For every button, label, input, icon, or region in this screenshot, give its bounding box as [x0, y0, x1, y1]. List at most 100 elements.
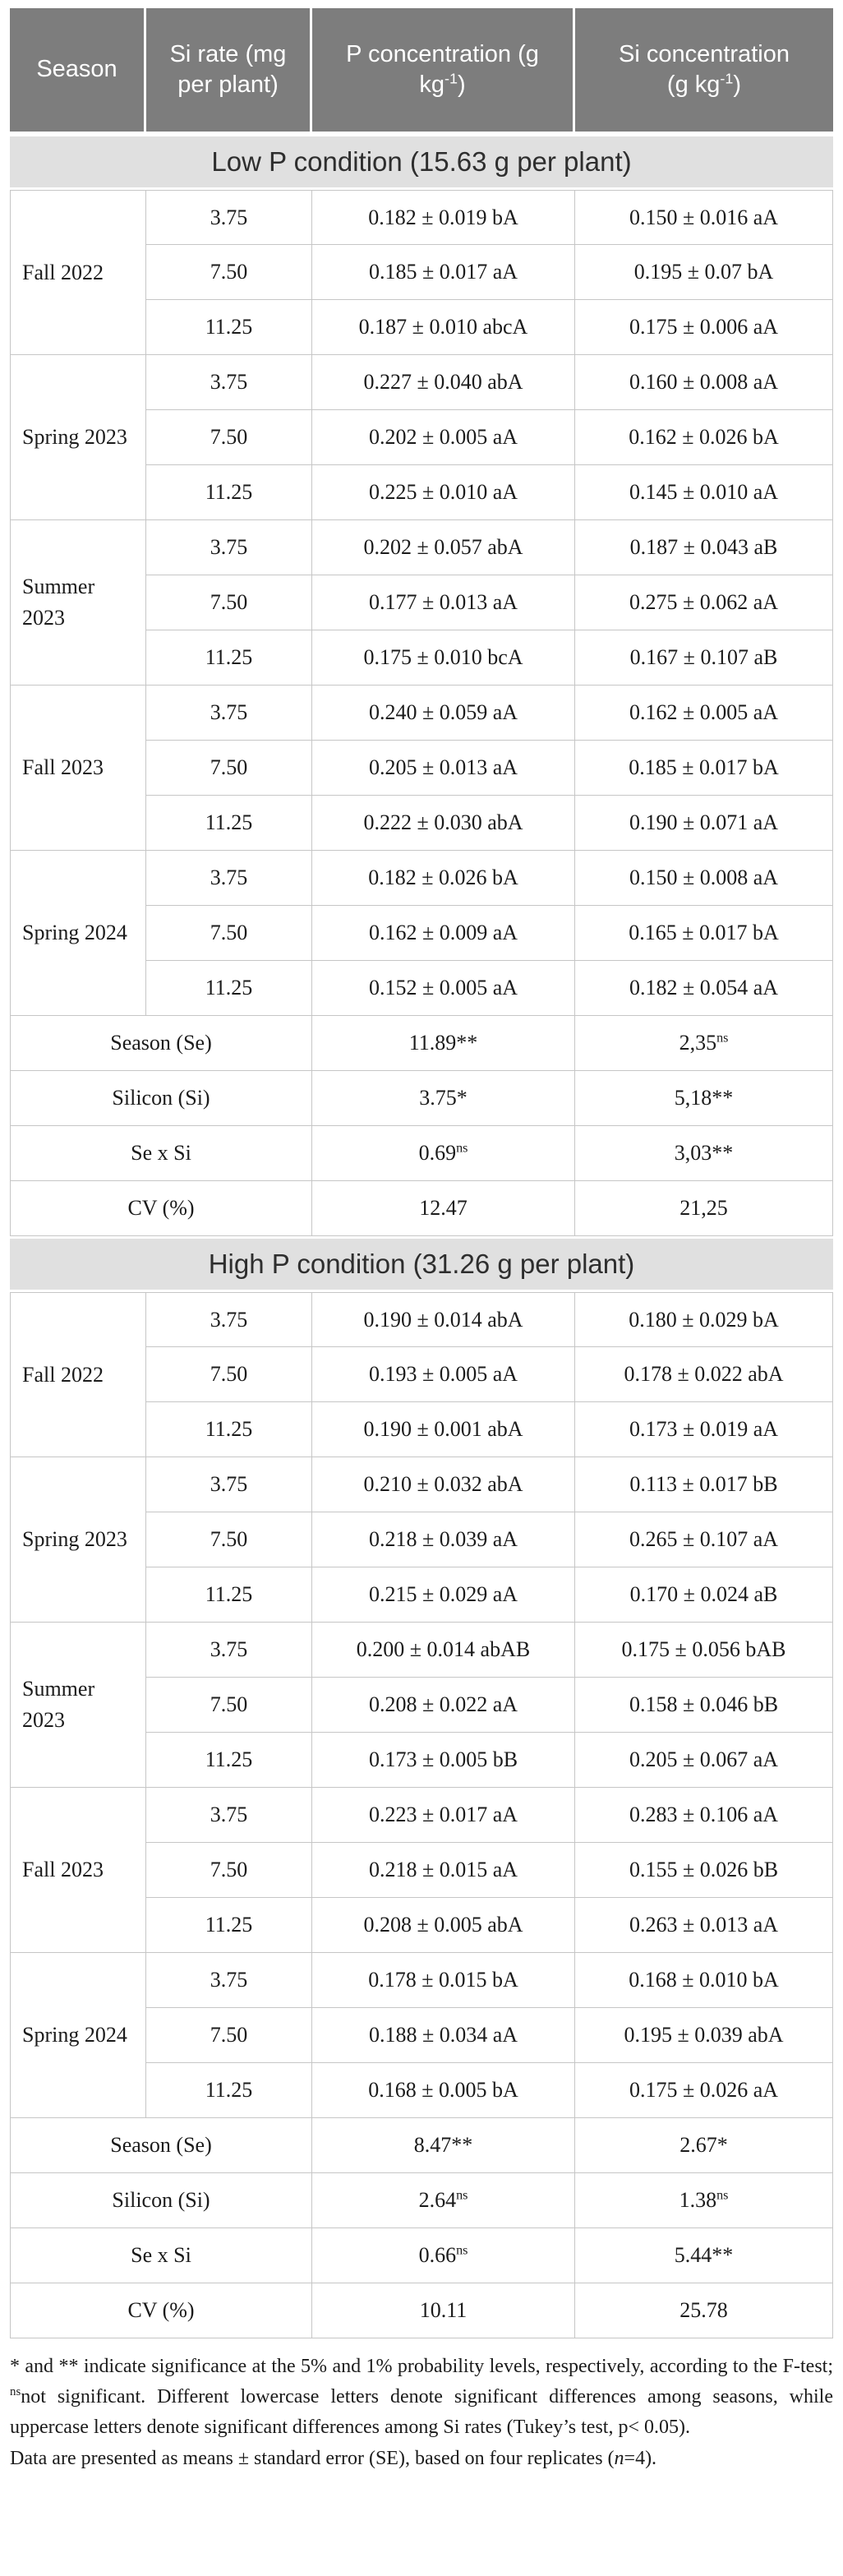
- stat-label-cell: Se x Si: [10, 1126, 312, 1181]
- col-header-season-label: Season: [36, 56, 117, 83]
- ns-superscript: ns: [716, 2188, 729, 2203]
- si-rate-cell: 3.75: [146, 1292, 312, 1347]
- ns-superscript: ns: [716, 1031, 729, 1046]
- season-cell: Spring 2023: [10, 1457, 146, 1623]
- si-rate-cell: 7.50: [146, 575, 312, 630]
- stat-label-cell: CV (%): [10, 2283, 312, 2338]
- si-rate-cell: 7.50: [146, 2008, 312, 2063]
- table-row: 11.25 0.208 ± 0.005 abA 0.263 ± 0.013 aA: [10, 1898, 833, 1953]
- table-row: 7.50 0.218 ± 0.015 aA 0.155 ± 0.026 bB: [10, 1843, 833, 1898]
- stat-p-cell: 0.66ns: [312, 2228, 575, 2283]
- si-rate-cell: 7.50: [146, 741, 312, 796]
- p-value-cell: 0.240 ± 0.059 aA: [312, 686, 575, 741]
- table-row: 11.25 0.225 ± 0.010 aA 0.145 ± 0.010 aA: [10, 465, 833, 520]
- stat-label-cell: Silicon (Si): [10, 2173, 312, 2228]
- col-header-p-concentration: P concentration (g kg-1): [312, 8, 575, 134]
- si-value-cell: 0.175 ± 0.056 bAB: [575, 1623, 833, 1678]
- si-value-cell: 0.160 ± 0.008 aA: [575, 355, 833, 410]
- stat-row: Se x Si 0.69ns 3,03**: [10, 1126, 833, 1181]
- si-value-cell: 0.185 ± 0.017 bA: [575, 741, 833, 796]
- si-value-cell: 0.263 ± 0.013 aA: [575, 1898, 833, 1953]
- si-value-cell: 0.162 ± 0.005 aA: [575, 686, 833, 741]
- p-value-cell: 0.225 ± 0.010 aA: [312, 465, 575, 520]
- season-cell: Fall 2022: [10, 1292, 146, 1457]
- p-value-cell: 0.185 ± 0.017 aA: [312, 245, 575, 300]
- season-cell: Spring 2023: [10, 355, 146, 520]
- footnote-data-note: Data are presented as means ± standard e…: [10, 2447, 657, 2469]
- si-value-cell: 0.150 ± 0.008 aA: [575, 851, 833, 906]
- si-value-cell: 0.182 ± 0.054 aA: [575, 961, 833, 1016]
- si-rate-cell: 3.75: [146, 1788, 312, 1843]
- superscript: -1: [720, 70, 734, 87]
- p-value-cell: 0.218 ± 0.015 aA: [312, 1843, 575, 1898]
- season-cell: Fall 2022: [10, 190, 146, 355]
- si-rate-cell: 7.50: [146, 245, 312, 300]
- stat-label-cell: Season (Se): [10, 2118, 312, 2173]
- p-value-cell: 0.200 ± 0.014 abAB: [312, 1623, 575, 1678]
- ns-superscript: ns: [456, 1141, 468, 1156]
- stat-label-cell: CV (%): [10, 1181, 312, 1236]
- p-value-cell: 0.202 ± 0.005 aA: [312, 410, 575, 465]
- si-rate-cell: 7.50: [146, 1678, 312, 1733]
- p-value-cell: 0.215 ± 0.029 aA: [312, 1567, 575, 1623]
- table-row: 11.25 0.152 ± 0.005 aA 0.182 ± 0.054 aA: [10, 961, 833, 1016]
- si-value-cell: 0.165 ± 0.017 bA: [575, 906, 833, 961]
- si-value-cell: 0.162 ± 0.026 bA: [575, 410, 833, 465]
- table-row: Fall 2023 3.75 0.223 ± 0.017 aA 0.283 ± 0.1…: [10, 1788, 833, 1953]
- stat-si-cell: 5.44**: [575, 2228, 833, 2283]
- p-value-cell: 0.205 ± 0.013 aA: [312, 741, 575, 796]
- table-row: 11.25 0.215 ± 0.029 aA 0.170 ± 0.024 aB: [10, 1567, 833, 1623]
- stat-row: CV (%) 10.11 25.78: [10, 2283, 833, 2338]
- si-value-cell: 0.190 ± 0.071 aA: [575, 796, 833, 851]
- season-cell: Summer 2023: [10, 520, 146, 686]
- season-cell: Spring 2024: [10, 1953, 146, 2118]
- p-value-cell: 0.208 ± 0.022 aA: [312, 1678, 575, 1733]
- table-row: Fall 2022 3.75 0.182 ± 0.019 bA 0.150 ± 0.0…: [10, 190, 833, 355]
- p-value-cell: 0.223 ± 0.017 aA: [312, 1788, 575, 1843]
- section-band-row: High P condition (31.26 g per plant): [10, 1236, 833, 1292]
- season-cell: Spring 2024: [10, 851, 146, 1016]
- si-rate-cell: 11.25: [146, 300, 312, 355]
- stat-row: Season (Se) 11.89** 2,35ns: [10, 1016, 833, 1071]
- p-value-cell: 0.152 ± 0.005 aA: [312, 961, 575, 1016]
- col-header-p-concentration-label: P concentration (g kg-1): [346, 40, 539, 99]
- table-row: Fall 2023 3.75 0.240 ± 0.059 aA 0.162 ± 0.0…: [10, 686, 833, 851]
- section-title: Low P condition (15.63 g per plant): [10, 134, 833, 190]
- stat-si-cell: 2,35ns: [575, 1016, 833, 1071]
- table-row: Spring 2023 3.75 0.227 ± 0.040 abA 0.160 ± …: [10, 355, 833, 520]
- section-band-row: Low P condition (15.63 g per plant): [10, 134, 833, 190]
- p-value-cell: 0.218 ± 0.039 aA: [312, 1512, 575, 1567]
- header-row: Season Si rate (mg per plant) P concentr…: [10, 8, 833, 134]
- col-header-season: Season: [10, 8, 146, 134]
- p-value-cell: 0.178 ± 0.015 bA: [312, 1953, 575, 2008]
- col-header-si-rate-label: Si rate (mg per plant): [169, 40, 287, 98]
- p-value-cell: 0.173 ± 0.005 bB: [312, 1733, 575, 1788]
- col-header-si-concentration: Si concentration (g kg-1): [575, 8, 833, 134]
- table-row: 11.25 0.222 ± 0.030 abA 0.190 ± 0.071 aA: [10, 796, 833, 851]
- p-value-cell: 0.188 ± 0.034 aA: [312, 2008, 575, 2063]
- table-row: Spring 2024 3.75 0.182 ± 0.026 bA 0.150 ± 0…: [10, 851, 833, 1016]
- stat-p-cell: 8.47**: [312, 2118, 575, 2173]
- stat-p-cell: 12.47: [312, 1181, 575, 1236]
- si-value-cell: 0.178 ± 0.022 abA: [575, 1347, 833, 1402]
- si-rate-cell: 11.25: [146, 1898, 312, 1953]
- table-body: Low P condition (15.63 g per plant) Fall …: [10, 134, 833, 2338]
- stat-row: Silicon (Si) 3.75* 5,18**: [10, 1071, 833, 1126]
- si-value-cell: 0.158 ± 0.046 bB: [575, 1678, 833, 1733]
- p-value-cell: 0.202 ± 0.057 abA: [312, 520, 575, 575]
- table-row: Spring 2023 3.75 0.210 ± 0.032 abA 0.113 ± …: [10, 1457, 833, 1623]
- table-row: Fall 2022 3.75 0.190 ± 0.014 abA 0.180 ± 0.…: [10, 1292, 833, 1457]
- p-value-cell: 0.210 ± 0.032 abA: [312, 1457, 575, 1512]
- si-rate-cell: 3.75: [146, 190, 312, 245]
- p-value-cell: 0.193 ± 0.005 aA: [312, 1347, 575, 1402]
- col-header-si-concentration-label: Si concentration (g kg-1): [619, 40, 790, 99]
- table-row: 11.25 0.173 ± 0.005 bB 0.205 ± 0.067 aA: [10, 1733, 833, 1788]
- stat-p-cell: 11.89**: [312, 1016, 575, 1071]
- si-rate-cell: 11.25: [146, 1733, 312, 1788]
- si-rate-cell: 11.25: [146, 796, 312, 851]
- stat-si-cell: 25.78: [575, 2283, 833, 2338]
- concentration-table: Season Si rate (mg per plant) P concentr…: [10, 8, 833, 2338]
- season-cell: Fall 2023: [10, 686, 146, 851]
- p-value-cell: 0.222 ± 0.030 abA: [312, 796, 575, 851]
- page: Season Si rate (mg per plant) P concentr…: [10, 8, 833, 2469]
